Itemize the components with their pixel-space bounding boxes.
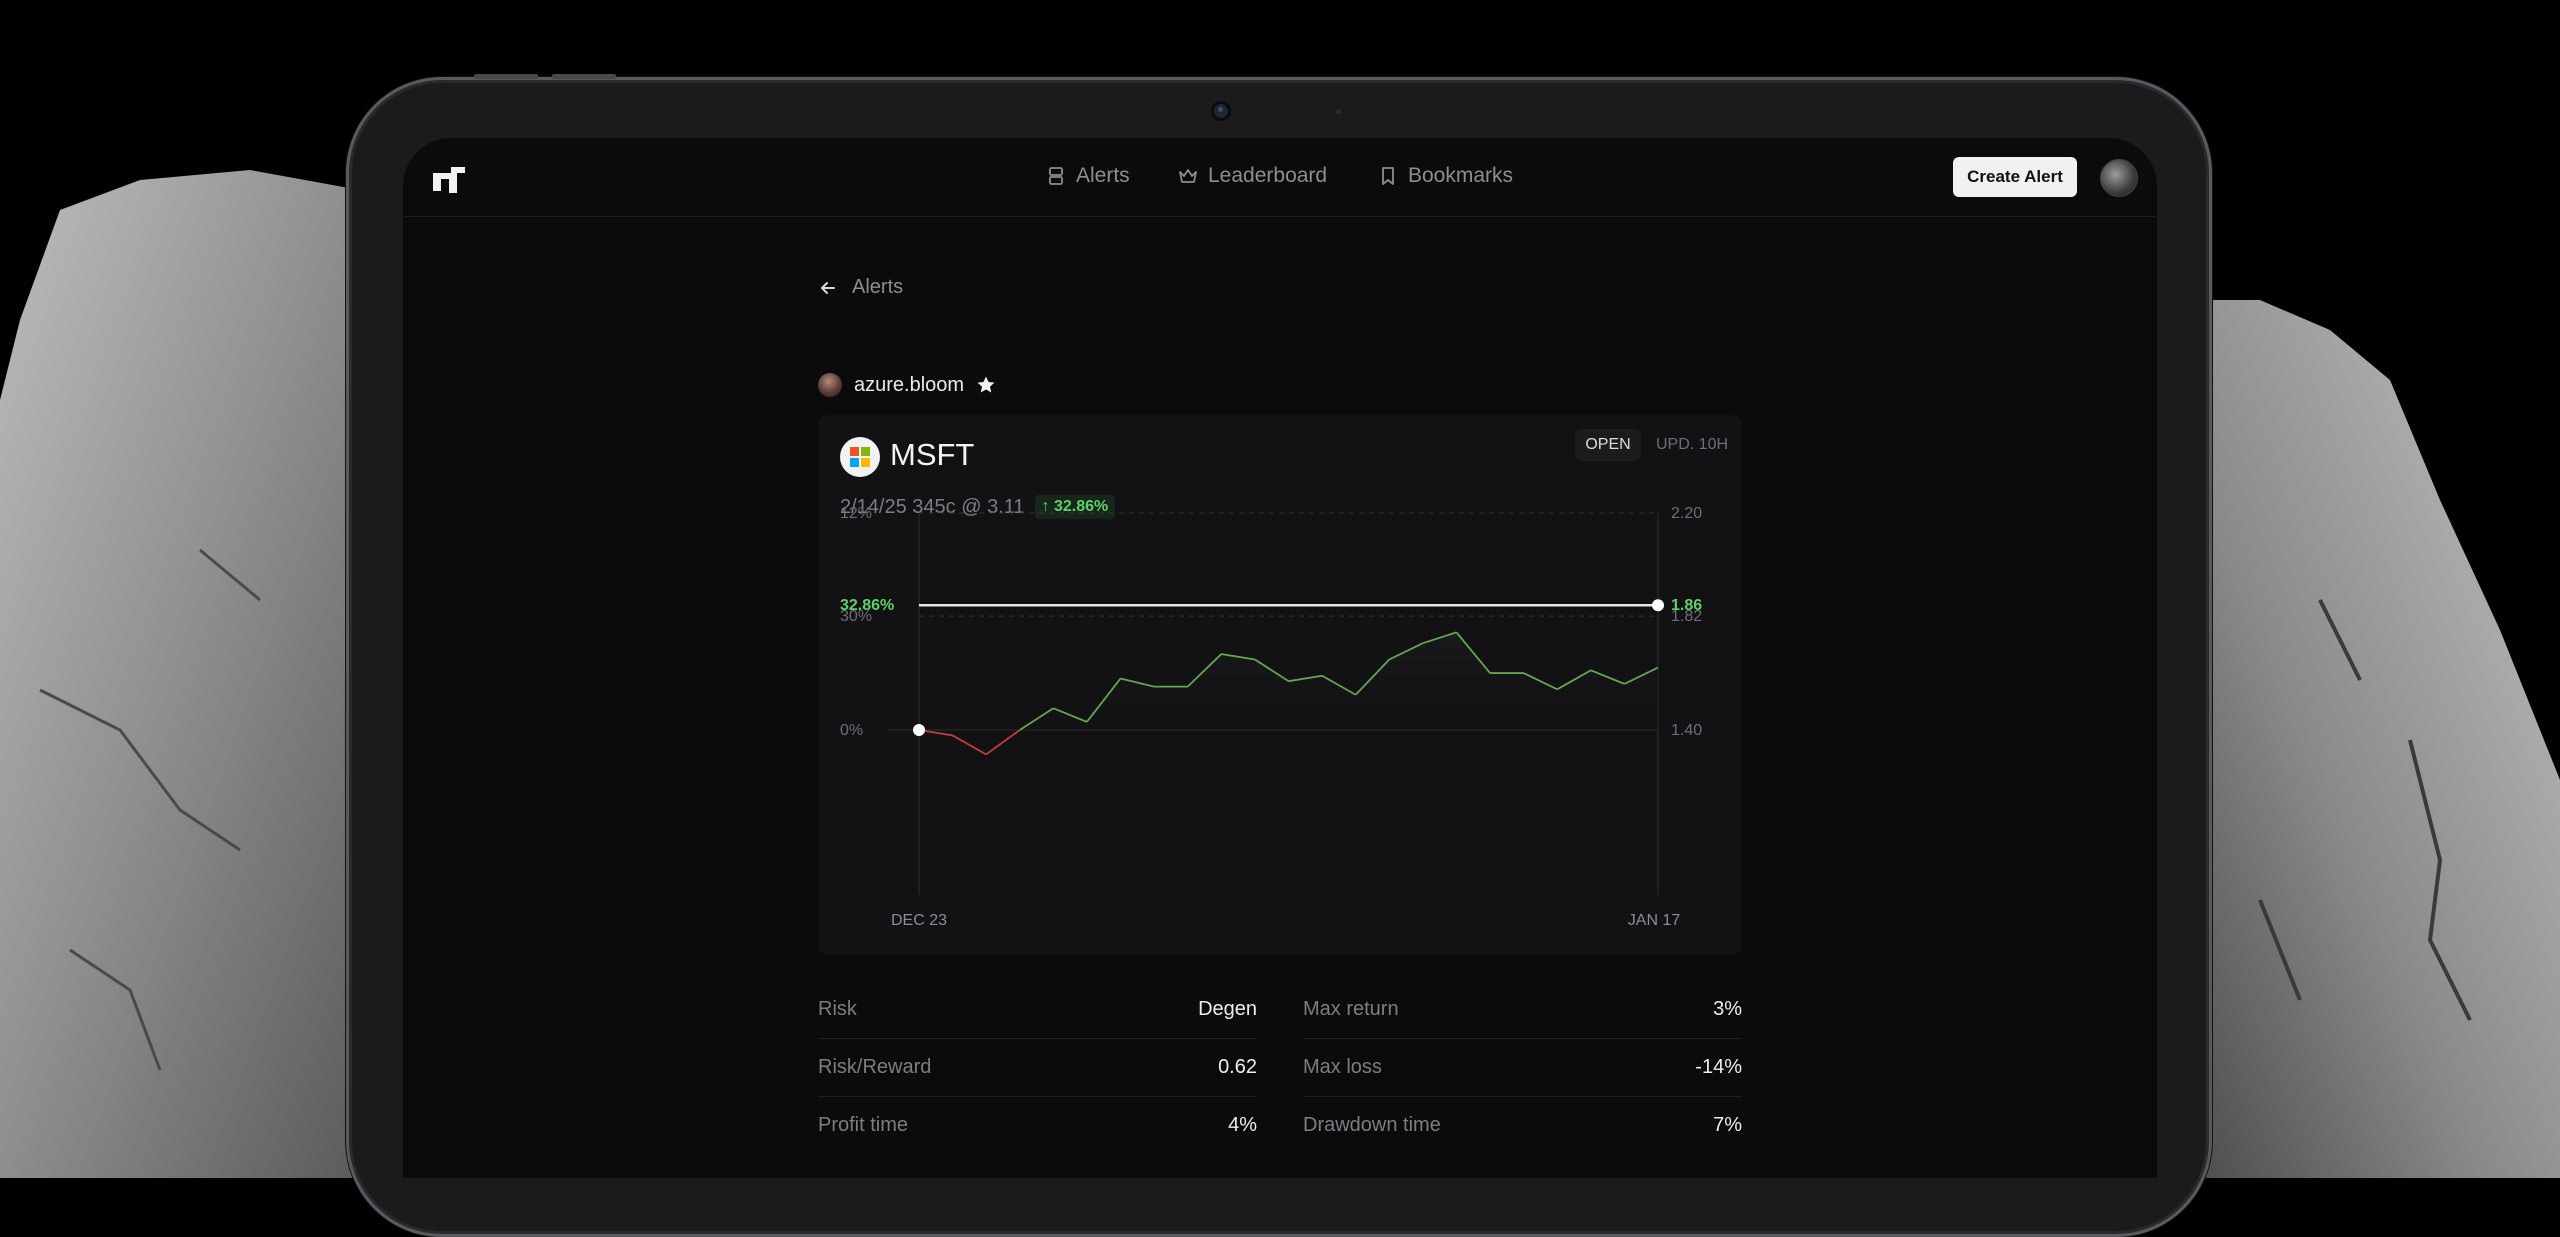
logo-icon[interactable] bbox=[431, 163, 467, 193]
alerts-icon bbox=[1049, 167, 1063, 185]
chart-line-segment bbox=[1254, 658, 1289, 682]
stat-row: Profit time 4% bbox=[818, 1096, 1257, 1154]
contract-details: 2/14/25 345c @ 3.11 bbox=[840, 495, 1025, 518]
current-label-left: 32.86% bbox=[840, 597, 894, 614]
top-nav-bar: Alerts Leaderboard Bookmarks Create Aler… bbox=[403, 138, 2157, 217]
author-avatar bbox=[818, 373, 842, 397]
volume-button bbox=[552, 74, 616, 79]
chart-line-segment bbox=[1523, 672, 1558, 691]
chart-line-segment bbox=[1624, 666, 1659, 685]
start-point bbox=[913, 724, 925, 736]
price-chart[interactable]: 12% 30% 0% 2.20 1.82 1.40 DEC 23 JAN 17 32.86% 1.… bbox=[818, 415, 1742, 955]
rock-left-image bbox=[0, 170, 360, 1178]
bookmark-icon bbox=[1382, 167, 1394, 185]
nav-label: Leaderboard bbox=[1208, 164, 1328, 187]
user-avatar[interactable] bbox=[2100, 159, 2138, 197]
stat-row: Risk Degen bbox=[818, 980, 1257, 1039]
nav-item-leaderboard[interactable]: Leaderboard bbox=[1178, 164, 1327, 188]
chart-line-segment bbox=[1187, 653, 1222, 688]
y-tick-label-left: 12% bbox=[840, 505, 872, 522]
stat-label: Risk bbox=[818, 997, 857, 1020]
crown-icon bbox=[1179, 169, 1197, 183]
stat-label: Risk/Reward bbox=[818, 1055, 932, 1078]
rock-right-image bbox=[2200, 300, 2560, 1178]
nav-item-alerts[interactable]: Alerts bbox=[1046, 164, 1130, 188]
stat-row: Max return 3% bbox=[1303, 980, 1742, 1039]
y-tick-label-left: 0% bbox=[840, 722, 863, 739]
updated-label: UPD. 10H bbox=[1656, 436, 1729, 453]
stat-row: Drawdown time 7% bbox=[1303, 1096, 1742, 1154]
stat-label: Max return bbox=[1303, 997, 1399, 1020]
contract-row: 2/14/25 345c @ 3.11 ↑ 32.86% bbox=[840, 495, 1116, 519]
y-tick-label-left: 30% bbox=[840, 608, 872, 625]
stat-value: 3% bbox=[1713, 997, 1742, 1020]
author-row[interactable]: azure.bloom bbox=[818, 373, 996, 397]
y-tick-label-right: 1.40 bbox=[1671, 722, 1702, 739]
chart-line-segment bbox=[1590, 669, 1625, 685]
app-screen: Alerts Leaderboard Bookmarks Create Aler… bbox=[403, 138, 2157, 1178]
stat-value: -14% bbox=[1695, 1055, 1742, 1078]
arrow-left-icon bbox=[821, 281, 835, 294]
sensor-dot bbox=[1336, 109, 1341, 114]
nav-label: Bookmarks bbox=[1408, 164, 1514, 187]
volume-button bbox=[474, 74, 538, 79]
stat-row: Max loss -14% bbox=[1303, 1038, 1742, 1097]
current-label-right: 1.86 bbox=[1671, 597, 1702, 614]
chart-line-segment bbox=[1321, 674, 1357, 696]
x-tick-label-end: JAN 17 bbox=[1628, 912, 1681, 929]
y-tick-label-right: 2.20 bbox=[1671, 505, 1702, 522]
end-point bbox=[1652, 599, 1664, 612]
chart-line-segment bbox=[1086, 677, 1122, 723]
chart-line-segment bbox=[1221, 653, 1256, 661]
stat-label: Max loss bbox=[1303, 1055, 1382, 1078]
nav-item-bookmarks[interactable]: Bookmarks bbox=[1378, 164, 1513, 188]
star-icon bbox=[977, 376, 995, 393]
chart-line-segment bbox=[1388, 642, 1424, 661]
camera-icon bbox=[1214, 104, 1228, 118]
stat-label: Profit time bbox=[818, 1113, 909, 1136]
y-tick-label-right: 1.82 bbox=[1671, 608, 1702, 625]
chart-line-segment bbox=[1019, 707, 1054, 731]
stat-value: Degen bbox=[1198, 997, 1257, 1020]
author-name: azure.bloom bbox=[854, 373, 965, 396]
chart-line-segment bbox=[1455, 631, 1491, 674]
chart-area-fill bbox=[919, 632, 1658, 755]
back-link[interactable]: Alerts bbox=[818, 276, 903, 299]
status-badge: OPEN bbox=[1575, 429, 1641, 461]
stat-row: Risk/Reward 0.62 bbox=[818, 1038, 1257, 1097]
stat-label: Drawdown time bbox=[1303, 1113, 1441, 1136]
ticker-symbol: MSFT bbox=[890, 437, 975, 472]
chart-line-segment bbox=[1288, 674, 1323, 683]
x-tick-label-start: DEC 23 bbox=[891, 912, 947, 929]
stat-value: 4% bbox=[1228, 1113, 1257, 1136]
nav-label: Alerts bbox=[1076, 164, 1130, 187]
chart-line-segment bbox=[1556, 669, 1592, 691]
microsoft-logo-icon bbox=[840, 437, 880, 477]
back-label: Alerts bbox=[852, 276, 904, 298]
stat-value: 7% bbox=[1713, 1113, 1742, 1136]
chart-line-segment bbox=[985, 729, 1021, 756]
stat-value: 0.62 bbox=[1218, 1055, 1257, 1078]
chart-line-segment bbox=[952, 734, 987, 756]
chart-line-segment bbox=[1355, 658, 1390, 696]
alert-card[interactable]: MSFT 2/14/25 345c @ 3.11 ↑ 32.86% OPEN U… bbox=[818, 415, 1742, 955]
chart-line-segment bbox=[1422, 631, 1457, 645]
create-alert-button[interactable]: Create Alert bbox=[1953, 157, 2077, 197]
chart-line-segment bbox=[1120, 677, 1155, 688]
change-badge: ↑ 32.86% bbox=[1034, 495, 1116, 519]
chart-line-segment bbox=[1053, 707, 1088, 723]
